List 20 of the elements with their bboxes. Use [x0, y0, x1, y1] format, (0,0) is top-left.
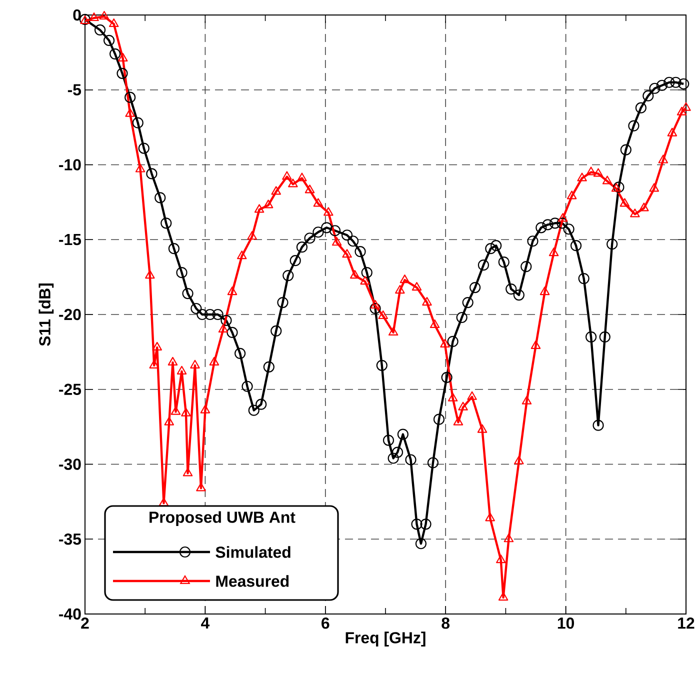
y-tick-label: -30 — [59, 458, 81, 470]
x-tick-label: 8 — [442, 618, 450, 629]
y-axis-title: S11 [dB] — [38, 284, 54, 346]
y-tick-label: -20 — [59, 308, 81, 320]
y-tick-label: -10 — [59, 159, 81, 170]
y-tick-label: -40 — [59, 608, 81, 620]
x-tick-label: 6 — [322, 618, 330, 629]
x-tick-label: 4 — [201, 618, 210, 628]
y-tick-label: -35 — [59, 533, 82, 545]
legend-title: Proposed UWB Ant — [150, 511, 296, 526]
x-axis-title: Freq [GHz] — [346, 632, 426, 647]
legend-label: Simulated — [216, 546, 290, 558]
y-tick-label: -15 — [59, 234, 82, 246]
y-tick-label: 0 — [73, 9, 81, 21]
x-tick-label: 12 — [678, 618, 694, 629]
legend-label: Measured — [216, 575, 289, 587]
x-tick-label: 10 — [558, 618, 574, 629]
x-tick-label: 2 — [81, 618, 89, 629]
y-tick-label: -5 — [68, 84, 82, 96]
y-tick-label: -25 — [59, 384, 82, 396]
